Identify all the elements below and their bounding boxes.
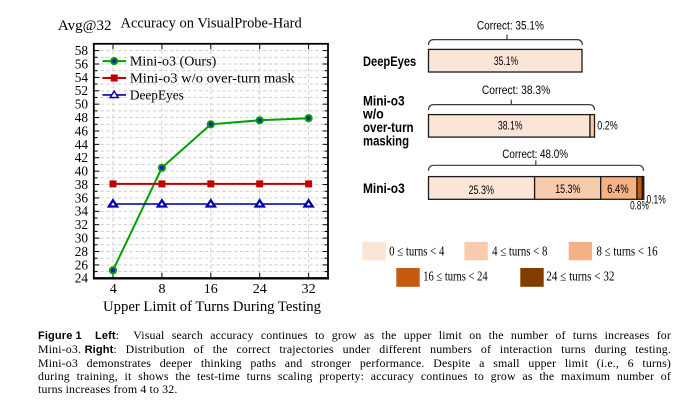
svg-text:Mini-o3: Mini-o3 xyxy=(363,94,405,109)
svg-text:Mini-o3 (Ours): Mini-o3 (Ours) xyxy=(130,55,217,70)
svg-text:DeepEyes: DeepEyes xyxy=(363,54,416,69)
svg-text:Avg@32: Avg@32 xyxy=(58,18,112,34)
svg-text:15.3%: 15.3% xyxy=(555,182,580,196)
svg-text:8 ≤ turns < 16: 8 ≤ turns < 16 xyxy=(597,243,658,258)
svg-text:56: 56 xyxy=(75,56,89,71)
svg-text:Correct: 48.0%: Correct: 48.0% xyxy=(502,147,568,161)
svg-text:50: 50 xyxy=(75,97,89,112)
svg-text:58: 58 xyxy=(75,43,89,58)
svg-text:42: 42 xyxy=(75,150,88,165)
svg-text:over-turn: over-turn xyxy=(363,120,414,135)
svg-text:24: 24 xyxy=(253,282,267,297)
svg-text:Mini-o3 w/o over-turn mask: Mini-o3 w/o over-turn mask xyxy=(130,72,295,87)
svg-text:Upper Limit of Turns During Te: Upper Limit of Turns During Testing xyxy=(103,299,322,315)
svg-text:0 ≤ turns < 4: 0 ≤ turns < 4 xyxy=(389,243,445,258)
svg-text:48: 48 xyxy=(75,110,89,125)
svg-text:16 ≤ turns < 24: 16 ≤ turns < 24 xyxy=(423,268,488,283)
svg-text:16: 16 xyxy=(204,282,218,297)
svg-text:26: 26 xyxy=(75,257,89,272)
svg-text:Mini-o3: Mini-o3 xyxy=(363,181,405,196)
svg-text:32: 32 xyxy=(75,217,88,232)
svg-text:24 ≤ turns < 32: 24 ≤ turns < 32 xyxy=(546,268,614,283)
svg-text:34: 34 xyxy=(75,204,89,219)
svg-text:38.1%: 38.1% xyxy=(498,119,523,133)
svg-text:8: 8 xyxy=(159,282,166,297)
svg-text:4: 4 xyxy=(110,282,117,297)
svg-text:38: 38 xyxy=(75,177,89,192)
svg-text:DeepEyes: DeepEyes xyxy=(130,89,184,104)
svg-text:0.8%: 0.8% xyxy=(630,199,649,213)
svg-text:52: 52 xyxy=(75,83,88,98)
svg-text:28: 28 xyxy=(75,244,89,259)
svg-text:Correct: 35.1%: Correct: 35.1% xyxy=(477,19,544,33)
svg-text:w/o: w/o xyxy=(362,107,384,122)
svg-text:24: 24 xyxy=(75,271,89,286)
svg-text:6.4%: 6.4% xyxy=(607,182,629,196)
svg-text:44: 44 xyxy=(75,137,89,152)
svg-text:30: 30 xyxy=(75,231,89,246)
svg-text:40: 40 xyxy=(75,164,89,179)
svg-text:0.2%: 0.2% xyxy=(597,118,618,132)
svg-text:Accuracy on VisualProbe-Hard: Accuracy on VisualProbe-Hard xyxy=(121,16,303,32)
svg-text:36: 36 xyxy=(75,190,89,205)
svg-text:32: 32 xyxy=(302,282,316,297)
svg-text:4 ≤ turns < 8: 4 ≤ turns < 8 xyxy=(492,243,548,258)
svg-text:46: 46 xyxy=(75,123,89,138)
svg-text:0.1%: 0.1% xyxy=(647,193,666,207)
svg-text:54: 54 xyxy=(75,70,89,85)
svg-text:35.1%: 35.1% xyxy=(494,54,518,68)
svg-text:Correct: 38.3%: Correct: 38.3% xyxy=(482,83,550,97)
svg-text:25.3%: 25.3% xyxy=(469,183,494,197)
svg-text:masking: masking xyxy=(363,134,409,149)
